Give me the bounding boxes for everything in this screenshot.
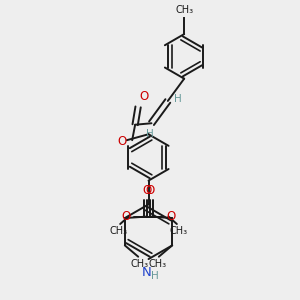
Text: O: O: [140, 90, 149, 103]
Text: CH₃: CH₃: [130, 259, 149, 269]
Text: O: O: [118, 135, 127, 148]
Text: O: O: [146, 184, 155, 197]
Text: CH₃: CH₃: [169, 226, 188, 236]
Text: CH₃: CH₃: [110, 226, 128, 236]
Text: O: O: [122, 210, 131, 223]
Text: H: H: [174, 94, 182, 103]
Text: CH₃: CH₃: [175, 5, 193, 15]
Text: O: O: [142, 184, 152, 197]
Text: N: N: [142, 266, 152, 279]
Text: O: O: [166, 210, 176, 223]
Text: CH₃: CH₃: [148, 259, 166, 269]
Text: H: H: [152, 271, 159, 281]
Text: H: H: [146, 129, 154, 139]
